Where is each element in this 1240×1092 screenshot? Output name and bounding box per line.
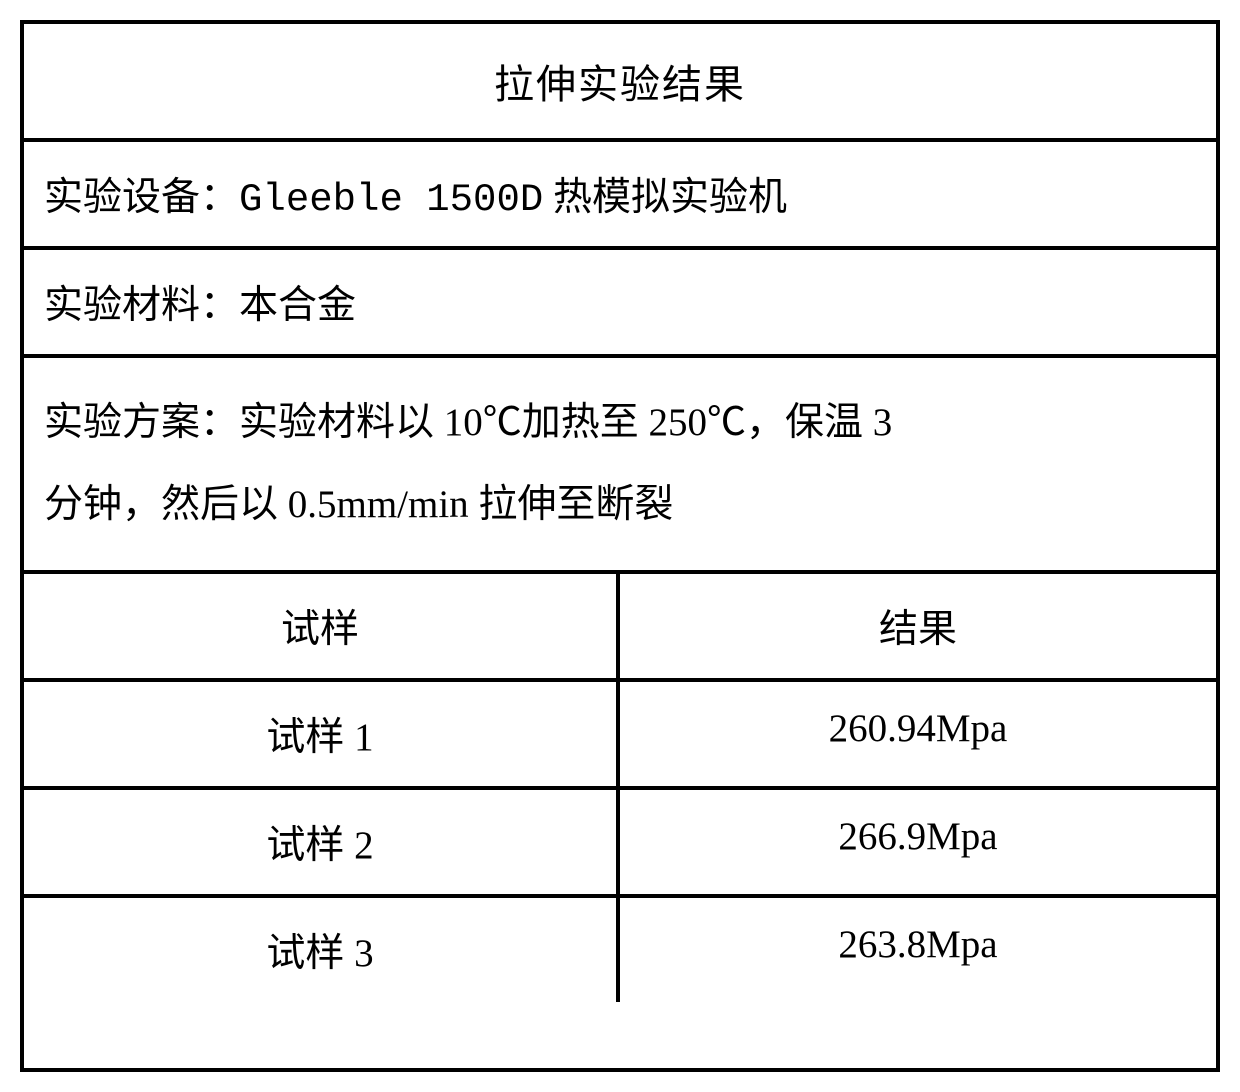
sample-label: 试样 1 [266, 716, 373, 759]
equipment-value: Gleeble 1500D [239, 178, 543, 222]
table-title-row: 拉伸实验结果 [24, 24, 1216, 142]
header-sample: 试样 [281, 608, 359, 651]
plan-line-1: 实验材料以 10℃加热至 250℃，保温 3 [239, 401, 892, 444]
header-result: 结果 [879, 608, 957, 651]
sample-cell: 试样 3 [24, 898, 620, 1002]
result-value: 260.94Mpa [829, 707, 1008, 750]
plan-label: 实验方案： [44, 401, 239, 444]
material-label: 实验材料： [44, 284, 239, 327]
results-table: 拉伸实验结果 实验设备：Gleeble 1500D 热模拟实验机 实验材料：本合… [20, 20, 1220, 1072]
result-value: 263.8Mpa [838, 923, 997, 966]
sample-cell: 试样 1 [24, 682, 620, 786]
result-cell: 263.8Mpa [620, 898, 1216, 1002]
sample-label: 试样 3 [266, 932, 373, 975]
equipment-suffix: 热模拟实验机 [543, 176, 787, 219]
header-sample-cell: 试样 [24, 574, 620, 678]
table-row: 试样 3 263.8Mpa [24, 898, 1216, 1002]
equipment-label: 实验设备： [44, 176, 239, 219]
plan-line-2: 分钟，然后以 0.5mm/min 拉伸至断裂 [44, 483, 673, 526]
plan-row: 实验方案：实验材料以 10℃加热至 250℃，保温 3 分钟，然后以 0.5mm/… [24, 358, 1216, 574]
table-title: 拉伸实验结果 [494, 62, 746, 107]
table-row: 试样 1 260.94Mpa [24, 682, 1216, 790]
material-row: 实验材料：本合金 [24, 250, 1216, 358]
sample-cell: 试样 2 [24, 790, 620, 894]
data-header-row: 试样 结果 [24, 574, 1216, 682]
material-value: 本合金 [239, 284, 356, 327]
sample-label: 试样 2 [266, 824, 373, 867]
result-value: 266.9Mpa [838, 815, 997, 858]
result-cell: 266.9Mpa [620, 790, 1216, 894]
table-row: 试样 2 266.9Mpa [24, 790, 1216, 898]
header-result-cell: 结果 [620, 574, 1216, 678]
result-cell: 260.94Mpa [620, 682, 1216, 786]
equipment-row: 实验设备：Gleeble 1500D 热模拟实验机 [24, 142, 1216, 250]
